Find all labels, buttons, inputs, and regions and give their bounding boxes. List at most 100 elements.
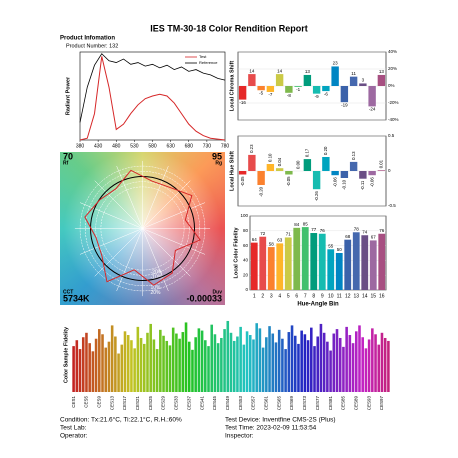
- x-tick-label: 530: [130, 143, 139, 149]
- rg-value: 95: [212, 151, 222, 161]
- value-label: 74: [362, 229, 368, 234]
- bar: [149, 323, 152, 392]
- value-label: -0.10: [342, 179, 347, 189]
- x-tick-label: 8: [312, 293, 315, 299]
- bar: [117, 353, 120, 392]
- x-tick-label: 480: [112, 143, 121, 149]
- test-polygon: [84, 169, 201, 286]
- bar: [312, 86, 321, 94]
- value-label: -19: [341, 102, 348, 107]
- bar: [368, 86, 376, 107]
- bar: [152, 339, 156, 392]
- y-tick-label: -20%: [388, 100, 399, 105]
- bar: [171, 327, 175, 392]
- value-label: -5: [259, 90, 263, 95]
- x-tick-label: 12: [345, 293, 351, 299]
- bar: [319, 323, 323, 392]
- value-label: -0.26: [314, 191, 319, 201]
- bar: [142, 343, 146, 392]
- y-tick-label: 0: [245, 287, 248, 292]
- value-label: 78: [354, 226, 360, 231]
- x-tick-label: 10: [328, 293, 334, 299]
- spoke: [94, 180, 143, 229]
- x-tick-label: CES73: [302, 396, 307, 411]
- x-tick-label: 15: [370, 293, 376, 299]
- bar: [165, 340, 169, 392]
- rf-label: Rf: [63, 160, 69, 166]
- bar: [359, 83, 367, 86]
- bar: [329, 350, 332, 392]
- bar: [85, 332, 88, 392]
- ring-label: -20%: [151, 269, 163, 275]
- value-label: 50: [337, 247, 343, 252]
- bar: [383, 337, 387, 392]
- ring: [85, 171, 200, 286]
- bar: [248, 74, 256, 86]
- value-label: 72: [260, 231, 266, 236]
- bar: [187, 341, 191, 392]
- value-label: 13: [379, 69, 385, 74]
- bar: [380, 332, 384, 392]
- bar: [261, 347, 265, 392]
- bar: [130, 340, 133, 392]
- x-tick-label: CES57: [251, 396, 256, 411]
- value-label: 68: [345, 234, 351, 239]
- bar: [293, 335, 297, 392]
- rg-label: Rg: [215, 160, 222, 166]
- x-tick-label: CES17: [122, 396, 127, 411]
- duv-value: -0.00033: [186, 293, 222, 303]
- bar: [238, 86, 247, 100]
- y-tick-label: 0.5: [388, 133, 395, 138]
- x-tick-label: CES53: [238, 396, 243, 411]
- bar: [387, 340, 390, 392]
- x-tick-label: CES41: [199, 396, 204, 411]
- x-tick-label: 580: [148, 143, 157, 149]
- bar: [326, 341, 329, 392]
- value-label: 84: [294, 222, 300, 227]
- y-tick-label: 60: [243, 243, 249, 248]
- x-tick-label: 6: [295, 293, 298, 299]
- x-tick-label: 7: [304, 293, 307, 299]
- bar: [133, 348, 136, 392]
- bar: [98, 329, 101, 392]
- bar: [248, 335, 252, 392]
- bar: [293, 227, 301, 290]
- x-tick-label: 16: [379, 293, 385, 299]
- bar: [285, 171, 293, 175]
- x-tick-label: CES9: [96, 396, 101, 408]
- bar: [277, 329, 281, 392]
- x-tick-label: 11: [337, 293, 342, 299]
- bar: [139, 337, 143, 392]
- value-label: 13: [305, 69, 311, 74]
- bar: [88, 343, 91, 392]
- value-label: -9: [315, 94, 319, 99]
- bar: [257, 86, 265, 91]
- x-tick-label: 730: [203, 143, 212, 149]
- bar: [101, 334, 104, 392]
- footer-inspector: Inspector:: [225, 433, 254, 440]
- bar: [310, 233, 318, 290]
- footer-condition: Condition: Tx:21.6°C, Ti:22.1°C, R.H.:60…: [60, 416, 182, 424]
- bar: [159, 329, 162, 392]
- bar: [248, 154, 256, 171]
- spoke: [79, 228, 143, 255]
- value-label: 76: [320, 228, 326, 233]
- bar: [358, 325, 361, 392]
- y-tick-label: 0%: [388, 83, 395, 88]
- value-label: 76: [379, 228, 385, 233]
- bar: [266, 164, 275, 171]
- x-tick-label: CES29: [161, 396, 166, 411]
- bar: [238, 171, 247, 175]
- x-tick-label: CES97: [379, 396, 384, 411]
- bar: [210, 324, 214, 392]
- x-tick-label: CES37: [186, 396, 191, 411]
- bar: [352, 232, 360, 290]
- value-label: 3: [362, 78, 365, 83]
- y-tick-label: 20: [243, 272, 249, 277]
- bar: [168, 345, 172, 392]
- x-axis-label: Hue-Angle Bin: [297, 302, 339, 308]
- x-tick-label: 780: [221, 143, 230, 149]
- value-label: 14: [249, 68, 255, 73]
- bar: [338, 337, 342, 392]
- value-label: -0.20: [258, 186, 263, 196]
